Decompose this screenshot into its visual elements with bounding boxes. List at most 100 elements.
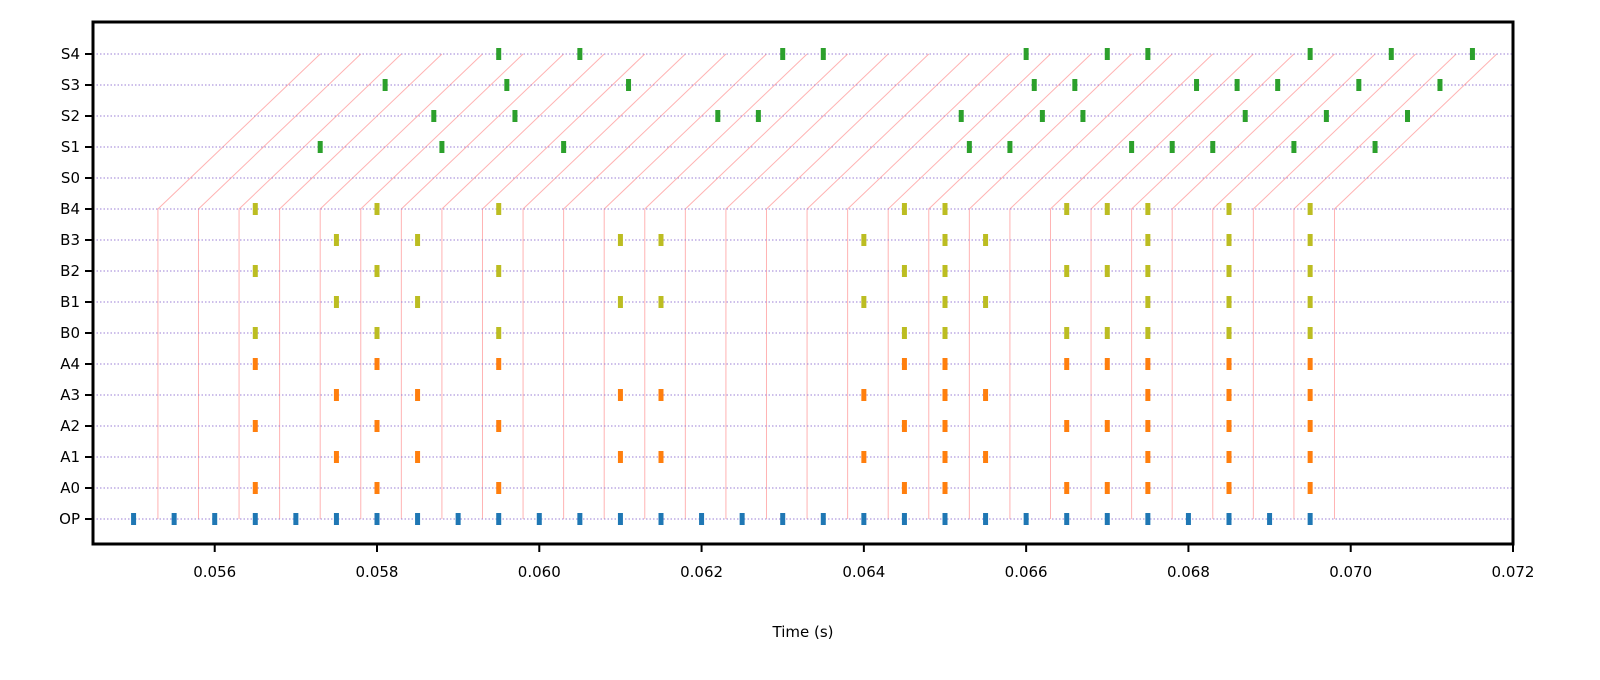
x-tick-label: 0.070 bbox=[1329, 563, 1372, 581]
plot-frame bbox=[91, 20, 1515, 546]
event-marker bbox=[861, 451, 867, 463]
event-marker bbox=[1226, 203, 1232, 215]
x-axis-title: Time (s) bbox=[772, 623, 834, 641]
event-marker bbox=[1031, 79, 1037, 91]
event-marker bbox=[1039, 110, 1045, 122]
x-axis: 0.056 0.058 0.060 0.062 0.064 0.066 0.068 0.070… bbox=[193, 544, 1534, 581]
event-marker bbox=[1307, 389, 1313, 401]
event-marker bbox=[1169, 141, 1175, 153]
event-marker bbox=[715, 110, 721, 122]
event-marker bbox=[861, 296, 867, 308]
event-marker bbox=[901, 358, 907, 370]
x-tick-label: 0.068 bbox=[1167, 563, 1210, 581]
y-tick-label: A1 bbox=[60, 448, 80, 466]
event-marker bbox=[1469, 48, 1475, 60]
event-marker bbox=[942, 358, 948, 370]
event-marker bbox=[1372, 141, 1378, 153]
event-marker bbox=[1307, 482, 1313, 494]
event-marker bbox=[415, 389, 421, 401]
event-marker bbox=[1064, 513, 1070, 525]
event-marker bbox=[577, 513, 583, 525]
y-tick-label: B3 bbox=[60, 231, 80, 249]
y-tick-label: A3 bbox=[60, 386, 80, 404]
x-tick-label: 0.062 bbox=[680, 563, 723, 581]
event-marker bbox=[374, 358, 380, 370]
event-marker bbox=[942, 203, 948, 215]
event-marker bbox=[496, 358, 502, 370]
event-marker bbox=[617, 451, 623, 463]
event-marker bbox=[1145, 203, 1151, 215]
event-marker bbox=[1210, 141, 1216, 153]
event-marker bbox=[942, 513, 948, 525]
event-marker bbox=[171, 513, 177, 525]
event-marker bbox=[901, 203, 907, 215]
event-marker bbox=[1226, 420, 1232, 432]
event-marker bbox=[1145, 389, 1151, 401]
event-marker bbox=[1307, 265, 1313, 277]
event-marker bbox=[252, 482, 258, 494]
y-axis: OP A0 A1 A2 A3 A4 B0 B1 B2 B3 B4 S0 S1 S2 S3 S4 bbox=[59, 45, 93, 528]
event-marker bbox=[252, 358, 258, 370]
event-marker bbox=[439, 141, 445, 153]
connector-line bbox=[319, 53, 483, 519]
event-marker bbox=[1104, 513, 1110, 525]
event-marker bbox=[1307, 451, 1313, 463]
event-marker bbox=[1226, 234, 1232, 246]
connector-line bbox=[1252, 53, 1416, 519]
event-marker bbox=[739, 513, 745, 525]
event-marker bbox=[1226, 327, 1232, 339]
event-marker bbox=[415, 296, 421, 308]
event-marker bbox=[1145, 327, 1151, 339]
event-marker bbox=[861, 234, 867, 246]
event-marker bbox=[901, 265, 907, 277]
event-marker bbox=[1145, 420, 1151, 432]
event-marker bbox=[942, 265, 948, 277]
x-tick-label: 0.066 bbox=[1005, 563, 1048, 581]
event-marker bbox=[1145, 234, 1151, 246]
y-tick-label: B4 bbox=[60, 200, 80, 218]
event-marker bbox=[1226, 482, 1232, 494]
event-marker bbox=[1185, 513, 1191, 525]
y-tick-label: S2 bbox=[61, 107, 80, 125]
event-marker bbox=[617, 234, 623, 246]
event-marker bbox=[942, 420, 948, 432]
event-marker bbox=[699, 513, 705, 525]
event-marker bbox=[415, 451, 421, 463]
event-marker bbox=[983, 389, 989, 401]
event-marker bbox=[374, 513, 380, 525]
event-marker bbox=[1104, 420, 1110, 432]
event-marker bbox=[755, 110, 761, 122]
event-marker bbox=[1064, 327, 1070, 339]
event-marker bbox=[1307, 358, 1313, 370]
event-marker bbox=[496, 265, 502, 277]
x-tick-label: 0.072 bbox=[1492, 563, 1535, 581]
connector-line bbox=[441, 53, 605, 519]
connector-line bbox=[1049, 53, 1214, 519]
y-tick-label: S0 bbox=[61, 169, 80, 187]
event-marker bbox=[1226, 451, 1232, 463]
event-marker bbox=[780, 48, 786, 60]
connector-line bbox=[157, 53, 321, 519]
connector-line bbox=[563, 53, 727, 519]
x-tick-label: 0.064 bbox=[842, 563, 885, 581]
event-marker bbox=[820, 48, 826, 60]
event-marker bbox=[861, 513, 867, 525]
event-marker bbox=[617, 513, 623, 525]
event-marker bbox=[1307, 203, 1313, 215]
connector-line bbox=[725, 53, 889, 519]
event-marker bbox=[780, 513, 786, 525]
event-marker bbox=[455, 513, 461, 525]
event-marker bbox=[1104, 265, 1110, 277]
event-marker bbox=[1104, 482, 1110, 494]
event-marker bbox=[415, 234, 421, 246]
event-marker bbox=[901, 420, 907, 432]
event-marker bbox=[252, 327, 258, 339]
event-marker bbox=[1080, 110, 1086, 122]
event-marker bbox=[374, 265, 380, 277]
event-marker bbox=[1405, 110, 1411, 122]
row-gridlines bbox=[93, 53, 1513, 520]
event-marker bbox=[1072, 79, 1078, 91]
event-marker bbox=[1064, 265, 1070, 277]
event-marker bbox=[1437, 79, 1443, 91]
